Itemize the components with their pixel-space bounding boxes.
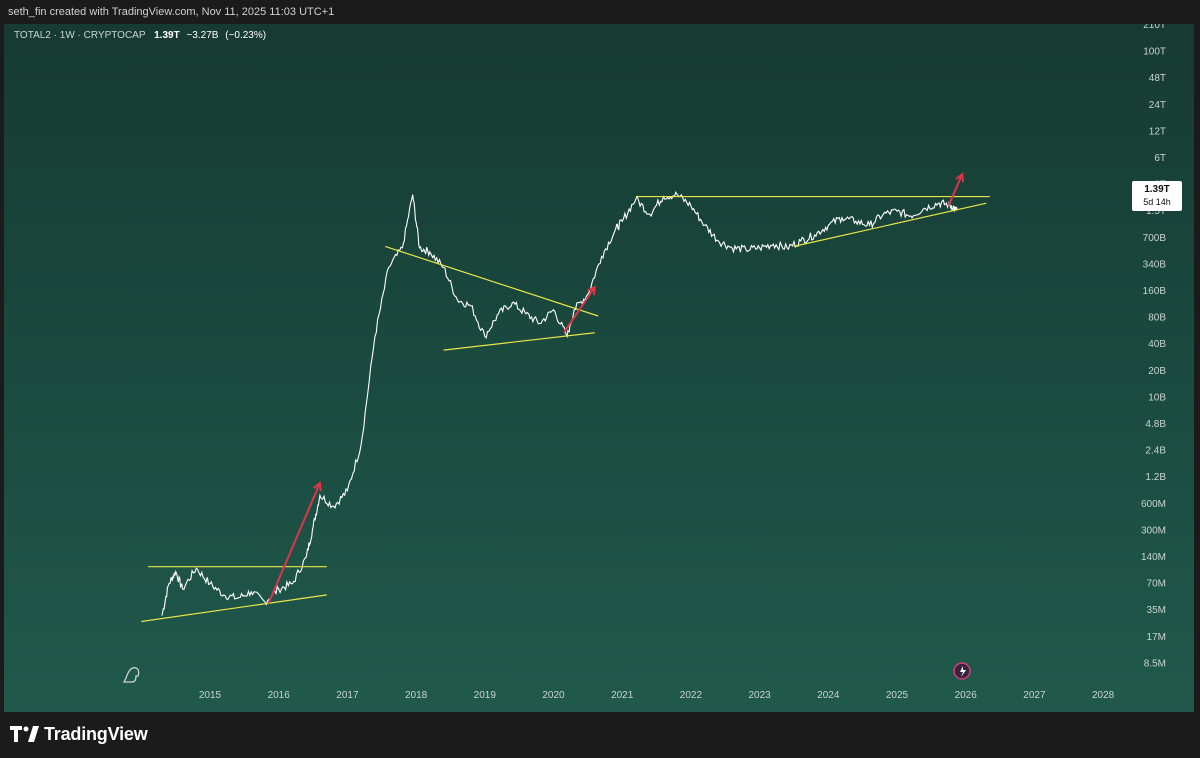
x-tick-label: 2027 [1023, 690, 1046, 701]
x-tick-label: 2024 [817, 690, 840, 701]
symbol-label: TOTAL2 · 1W · CRYPTOCAP [14, 30, 146, 41]
price-tag-value: 1.39T [1144, 184, 1170, 195]
y-tick-label: 340B [1143, 259, 1167, 270]
y-tick-label: 70M [1147, 579, 1166, 590]
x-tick-label: 2019 [474, 690, 497, 701]
y-tick-label: 300M [1141, 525, 1166, 536]
price-change-pct: (−0.23%) [225, 30, 267, 41]
arrow-head [587, 285, 596, 296]
y-tick-label: 20B [1148, 366, 1166, 377]
y-tick-label: 1.2B [1145, 472, 1166, 483]
y-tick-label: 210T [1143, 24, 1166, 31]
y-tick-label: 160B [1143, 286, 1167, 297]
dino-icon [122, 667, 140, 683]
y-tick-label: 17M [1147, 632, 1166, 643]
footer: TradingView [0, 712, 1200, 758]
x-tick-label: 2028 [1092, 690, 1115, 701]
x-tick-label: 2016 [268, 690, 291, 701]
x-tick-label: 2023 [748, 690, 771, 701]
y-tick-label: 40B [1148, 339, 1166, 350]
trend-line [443, 332, 595, 351]
price-change: −3.27B [186, 30, 219, 41]
x-tick-label: 2021 [611, 690, 634, 701]
y-tick-label: 100T [1143, 47, 1166, 58]
y-tick-label: 80B [1148, 313, 1166, 324]
y-tick-label: 140M [1141, 552, 1166, 563]
price-tag-countdown: 5d 14h [1143, 197, 1171, 207]
x-tick-label: 2022 [680, 690, 703, 701]
y-tick-label: 4.8B [1145, 419, 1166, 430]
y-tick-label: 8.5M [1144, 658, 1166, 669]
breakout-arrow [267, 482, 321, 604]
tradingview-wordmark: TradingView [44, 723, 148, 744]
breakout-arrow [947, 173, 964, 207]
y-tick-label: 10B [1148, 392, 1166, 403]
x-tick-label: 2025 [886, 690, 909, 701]
y-tick-label: 48T [1149, 73, 1166, 84]
x-tick-label: 2017 [336, 690, 359, 701]
y-tick-label: 6T [1154, 153, 1166, 164]
trend-line [384, 245, 599, 317]
attribution-bar: seth_fin created with TradingView.com, N… [0, 0, 1200, 24]
last-price: 1.39T [154, 30, 180, 41]
arrow-head [313, 481, 322, 492]
breakout-arrow [562, 286, 596, 334]
current-price-tag: 1.39T 5d 14h [1132, 181, 1182, 211]
y-tick-label: 2.4B [1145, 446, 1166, 457]
lightning-icon [960, 666, 966, 677]
arrow-head [955, 172, 964, 183]
x-tick-label: 2015 [199, 690, 222, 701]
symbol-legend: TOTAL2 · 1W · CRYPTOCAP 1.39T −3.27B (−0… [14, 30, 266, 41]
y-tick-label: 12T [1149, 126, 1166, 137]
price-chart[interactable]: 210T100T48T24T12T6T3T1.5T700B340B160B80B… [4, 24, 1194, 712]
attribution-text: seth_fin created with TradingView.com, N… [8, 6, 335, 18]
y-tick-label: 24T [1149, 100, 1166, 111]
x-tick-label: 2018 [405, 690, 428, 701]
price-series-line [161, 191, 956, 616]
y-tick-label: 700B [1143, 233, 1167, 244]
trend-line [793, 202, 987, 247]
x-tick-label: 2020 [542, 690, 565, 701]
chart-area[interactable]: 210T100T48T24T12T6T3T1.5T700B340B160B80B… [4, 24, 1194, 712]
y-tick-label: 600M [1141, 499, 1166, 510]
x-tick-label: 2026 [955, 690, 978, 701]
trend-line [141, 594, 327, 623]
y-tick-label: 1.5T [1146, 206, 1166, 217]
tradingview-logo[interactable]: TradingView [10, 722, 148, 746]
tradingview-mark-icon [10, 726, 39, 742]
y-tick-label: 35M [1147, 605, 1166, 616]
